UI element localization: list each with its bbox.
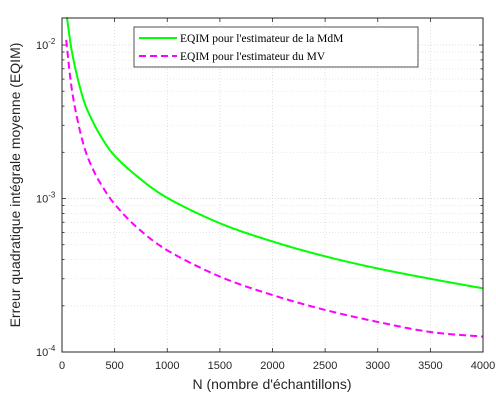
x-axis-label: N (nombre d'échantillons) bbox=[192, 376, 351, 392]
x-tick-label: 3000 bbox=[366, 360, 390, 372]
x-tick-label: 1000 bbox=[155, 360, 179, 372]
x-tick-labels: 0 500 1000 1500 2000 2500 3000 3500 4000 bbox=[59, 360, 495, 372]
x-tick-label: 1500 bbox=[208, 360, 232, 372]
x-tick-label: 2500 bbox=[313, 360, 337, 372]
x-tick-label: 500 bbox=[105, 360, 123, 372]
series-group bbox=[65, 17, 484, 338]
x-tick-label: 0 bbox=[59, 360, 65, 372]
x-tick-label: 3500 bbox=[418, 360, 442, 372]
series-line-0 bbox=[66, 17, 484, 290]
legend: EQIM pour l'estimateur de la MdM EQIM po… bbox=[133, 26, 419, 68]
y-tick-labels: 10-4 10-3 10-2 bbox=[36, 37, 56, 359]
y-tick-label: 10-3 bbox=[36, 191, 56, 206]
ticks bbox=[61, 18, 484, 353]
y-tick-label: 10-2 bbox=[36, 37, 56, 52]
legend-label-mdm: EQIM pour l'estimateur de la MdM bbox=[180, 33, 343, 45]
x-tick-label: 4000 bbox=[471, 360, 495, 372]
x-tick-label: 2000 bbox=[260, 360, 284, 372]
series-line-1 bbox=[65, 39, 484, 338]
y-axis-label: Erreur quadratique intégrale moyenne (EQ… bbox=[7, 43, 23, 328]
y-tick-label: 10-4 bbox=[36, 344, 56, 359]
legend-box bbox=[133, 26, 419, 68]
legend-label-mv: EQIM pour l'estimateur du MV bbox=[180, 51, 326, 63]
plot-background bbox=[62, 18, 483, 352]
